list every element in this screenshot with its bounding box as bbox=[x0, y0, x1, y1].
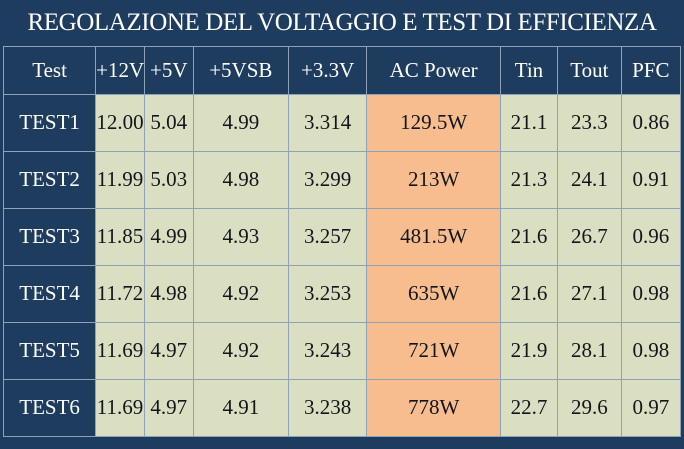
cell-5v: 4.97 bbox=[143, 379, 194, 437]
table-header: Test +12V +5V +5VSB +3.3V AC Power Tin T… bbox=[2, 46, 682, 95]
header-row: Test +12V +5V +5VSB +3.3V AC Power Tin T… bbox=[2, 46, 682, 95]
cell-33v: 3.253 bbox=[287, 265, 368, 323]
cell-pfc: 0.97 bbox=[620, 379, 682, 437]
page-title: REGOLAZIONE DEL VOLTAGGIO E TEST DI EFFI… bbox=[27, 9, 657, 36]
cell-33v: 3.257 bbox=[287, 208, 368, 266]
cell-tout: 24.1 bbox=[557, 151, 622, 209]
cell-5vsb: 4.92 bbox=[192, 265, 289, 323]
cell-33v: 3.314 bbox=[287, 94, 368, 152]
cell-tout: 27.1 bbox=[557, 265, 622, 323]
table-body: TEST1 12.00 5.04 4.99 3.314 129.5W 21.1 … bbox=[2, 94, 682, 437]
cell-tin: 22.7 bbox=[499, 379, 559, 437]
cell-ac-power: 481.5W bbox=[366, 208, 501, 266]
table-row: TEST2 11.99 5.03 4.98 3.299 213W 21.3 24… bbox=[2, 151, 682, 209]
row-label: TEST3 bbox=[2, 208, 97, 266]
row-label: TEST4 bbox=[2, 265, 97, 323]
cell-12v: 11.72 bbox=[95, 265, 145, 323]
cell-ac-power: 213W bbox=[366, 151, 501, 209]
cell-pfc: 0.98 bbox=[620, 265, 682, 323]
cell-tout: 28.1 bbox=[557, 322, 622, 380]
cell-5v: 4.98 bbox=[143, 265, 194, 323]
cell-tin: 21.9 bbox=[499, 322, 559, 380]
column-header-pfc: PFC bbox=[620, 46, 682, 95]
column-header-5v: +5V bbox=[143, 46, 194, 95]
cell-12v: 11.69 bbox=[95, 379, 145, 437]
cell-33v: 3.299 bbox=[287, 151, 368, 209]
cell-5v: 5.03 bbox=[143, 151, 194, 209]
cell-12v: 11.99 bbox=[95, 151, 145, 209]
cell-5vsb: 4.98 bbox=[192, 151, 289, 209]
column-header-12v: +12V bbox=[95, 46, 145, 95]
cell-tin: 21.1 bbox=[499, 94, 559, 152]
table-row: TEST5 11.69 4.97 4.92 3.243 721W 21.9 28… bbox=[2, 322, 682, 380]
row-label: TEST2 bbox=[2, 151, 97, 209]
table-row: TEST4 11.72 4.98 4.92 3.253 635W 21.6 27… bbox=[2, 265, 682, 323]
cell-tout: 23.3 bbox=[557, 94, 622, 152]
cell-33v: 3.238 bbox=[287, 379, 368, 437]
column-header-ac-power: AC Power bbox=[366, 46, 501, 95]
cell-5v: 5.04 bbox=[143, 94, 194, 152]
cell-ac-power: 129.5W bbox=[366, 94, 501, 152]
voltage-efficiency-table: Test +12V +5V +5VSB +3.3V AC Power Tin T… bbox=[2, 46, 682, 437]
table-row: TEST6 11.69 4.97 4.91 3.238 778W 22.7 29… bbox=[2, 379, 682, 437]
row-label: TEST1 bbox=[2, 94, 97, 152]
cell-33v: 3.243 bbox=[287, 322, 368, 380]
cell-pfc: 0.98 bbox=[620, 322, 682, 380]
table-row: TEST1 12.00 5.04 4.99 3.314 129.5W 21.1 … bbox=[2, 94, 682, 152]
cell-pfc: 0.86 bbox=[620, 94, 682, 152]
column-header-tin: Tin bbox=[499, 46, 559, 95]
cell-5vsb: 4.92 bbox=[192, 322, 289, 380]
cell-tout: 26.7 bbox=[557, 208, 622, 266]
column-header-5vsb: +5VSB bbox=[192, 46, 289, 95]
column-header-tout: Tout bbox=[557, 46, 622, 95]
column-header-test: Test bbox=[2, 46, 97, 95]
cell-12v: 11.69 bbox=[95, 322, 145, 380]
row-label: TEST6 bbox=[2, 379, 97, 437]
cell-pfc: 0.96 bbox=[620, 208, 682, 266]
table-row: TEST3 11.85 4.99 4.93 3.257 481.5W 21.6 … bbox=[2, 208, 682, 266]
cell-tin: 21.6 bbox=[499, 208, 559, 266]
cell-5v: 4.97 bbox=[143, 322, 194, 380]
row-label: TEST5 bbox=[2, 322, 97, 380]
cell-12v: 12.00 bbox=[95, 94, 145, 152]
title-banner: REGOLAZIONE DEL VOLTAGGIO E TEST DI EFFI… bbox=[0, 0, 684, 46]
cell-5vsb: 4.99 bbox=[192, 94, 289, 152]
column-header-33v: +3.3V bbox=[287, 46, 368, 95]
cell-ac-power: 721W bbox=[366, 322, 501, 380]
cell-tin: 21.6 bbox=[499, 265, 559, 323]
cell-5vsb: 4.91 bbox=[192, 379, 289, 437]
cell-tout: 29.6 bbox=[557, 379, 622, 437]
cell-tin: 21.3 bbox=[499, 151, 559, 209]
cell-ac-power: 778W bbox=[366, 379, 501, 437]
cell-pfc: 0.91 bbox=[620, 151, 682, 209]
cell-ac-power: 635W bbox=[366, 265, 501, 323]
cell-5v: 4.99 bbox=[143, 208, 194, 266]
cell-5vsb: 4.93 bbox=[192, 208, 289, 266]
cell-12v: 11.85 bbox=[95, 208, 145, 266]
